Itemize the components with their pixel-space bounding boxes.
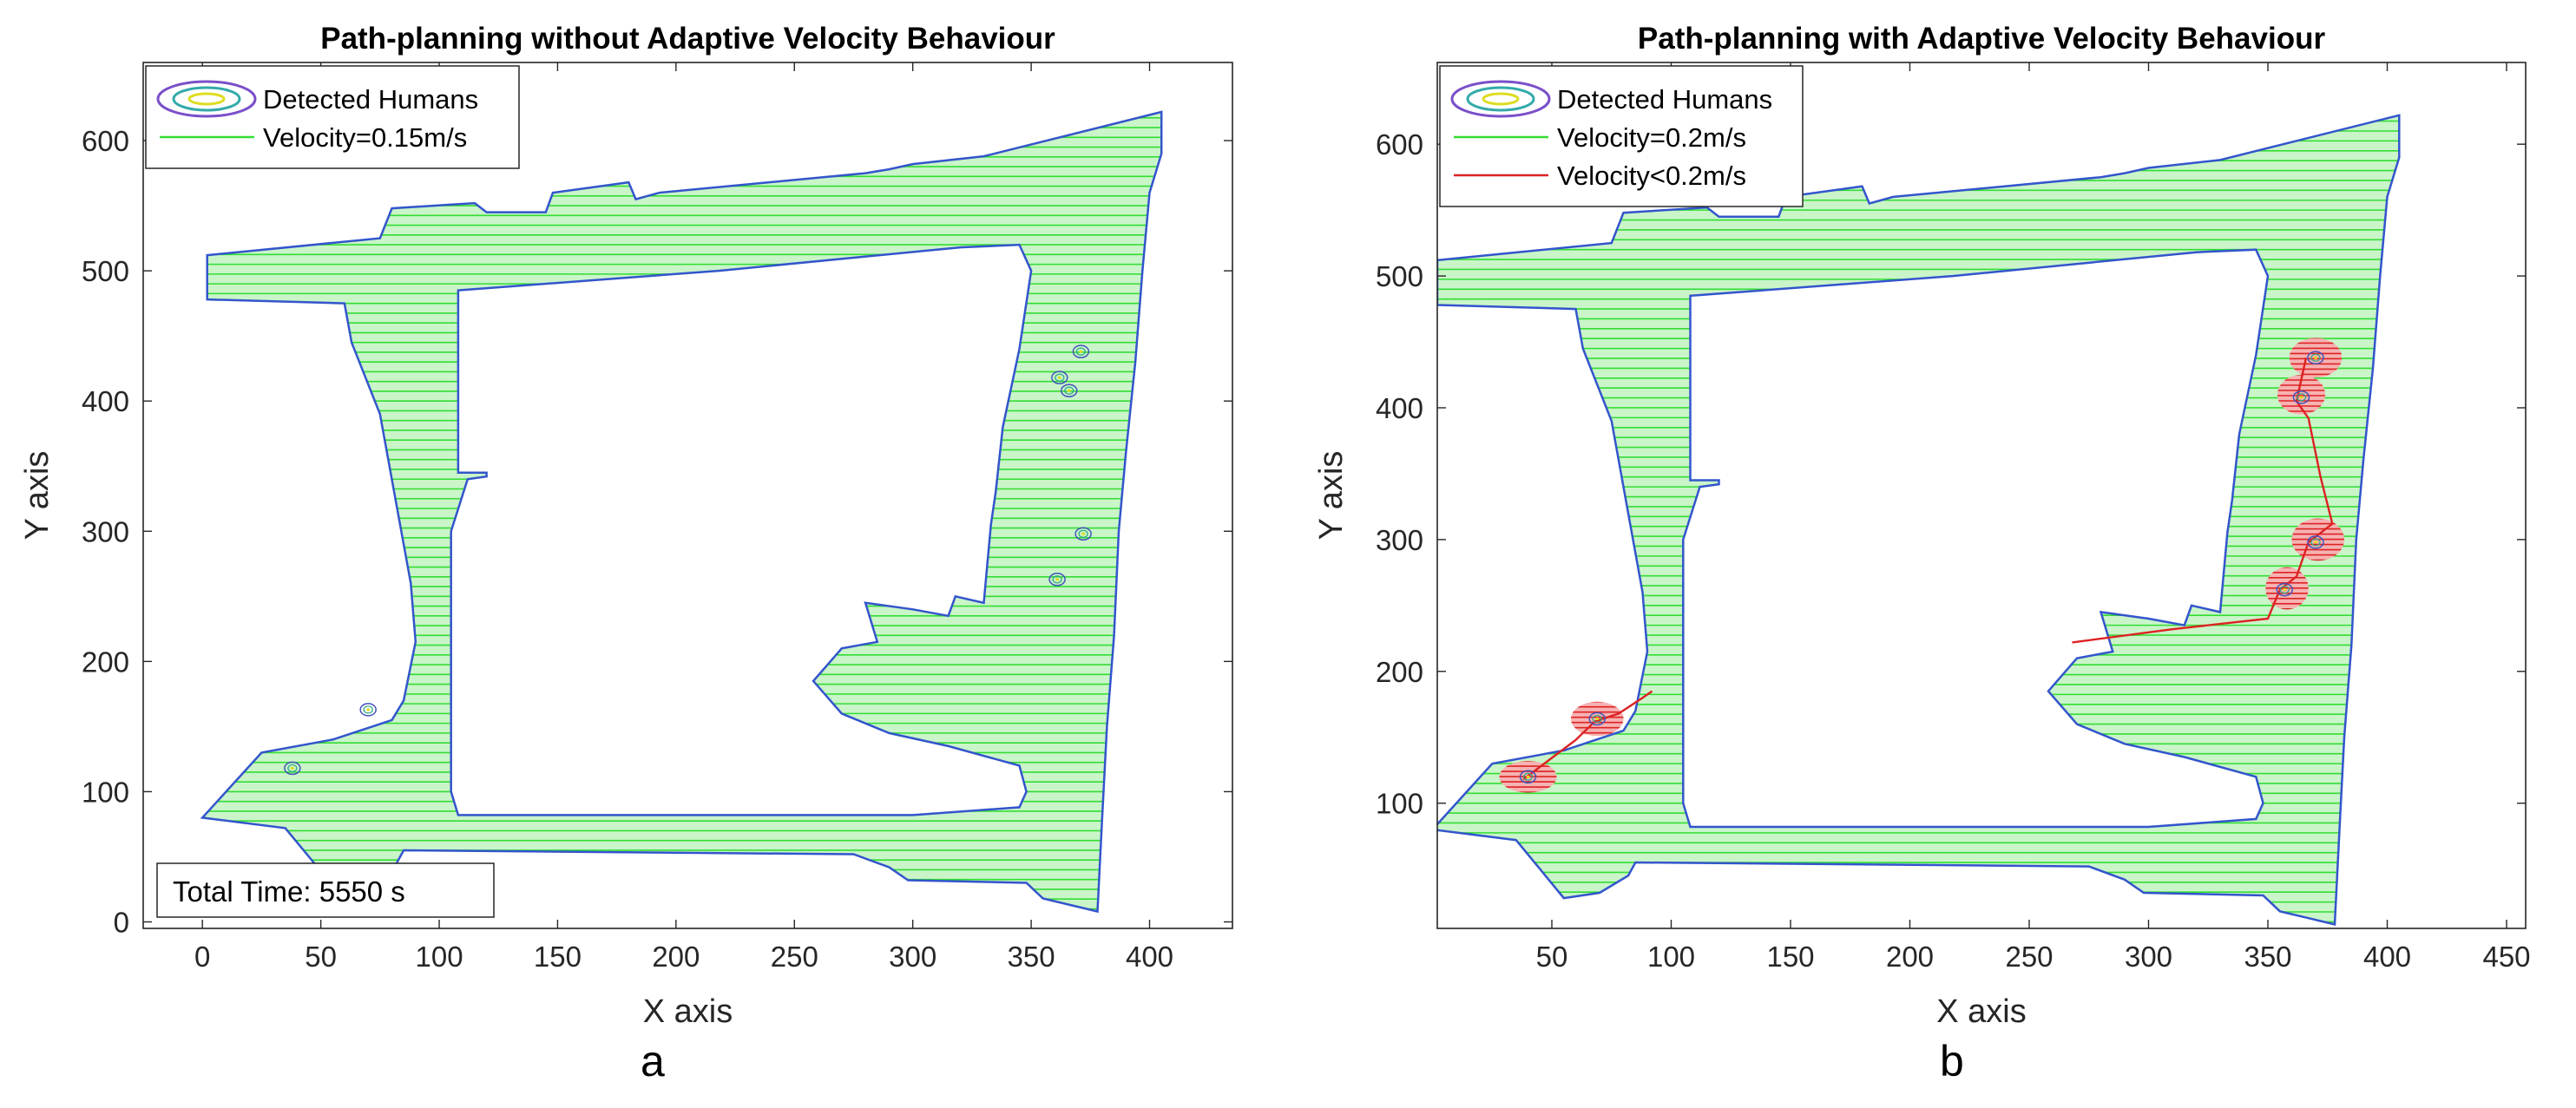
- x-tick-label: 400: [1126, 941, 1173, 973]
- human-marker: [284, 761, 301, 776]
- y-tick-label: 400: [82, 385, 129, 417]
- y-tick-label: 600: [1376, 128, 1423, 161]
- x-tick-label: 400: [2363, 941, 2411, 973]
- human-marker: [2307, 535, 2324, 549]
- x-tick-label: 150: [534, 941, 582, 973]
- legend-label: Velocity<0.2m/s: [1557, 161, 1746, 191]
- x-axis-label: X axis: [1936, 993, 2026, 1030]
- legend-label: Velocity=0.15m/s: [263, 122, 467, 153]
- human-marker: [2307, 351, 2324, 365]
- y-axis-label: Y axis: [1313, 451, 1350, 541]
- y-tick-label: 300: [82, 515, 129, 547]
- legend-label: Detected Humans: [1557, 84, 1772, 115]
- human-marker: [1519, 770, 1537, 784]
- y-tick-label: 100: [1376, 788, 1423, 820]
- x-tick-label: 250: [771, 941, 818, 973]
- plot-area: [1437, 114, 2401, 926]
- human-marker: [1061, 384, 1078, 397]
- total-time-box: Total Time: 5550 s: [156, 862, 495, 918]
- series-line-slow: [1522, 690, 1653, 781]
- map-boundary: [200, 110, 1163, 914]
- human-marker: [1074, 527, 1092, 541]
- human-marker: [1072, 344, 1090, 358]
- y-tick-label: 400: [1376, 392, 1423, 424]
- axes-box: [1436, 62, 2527, 929]
- x-axis-label: X axis: [643, 993, 733, 1030]
- plot-area: [200, 110, 1163, 914]
- x-tick-label: 50: [305, 941, 337, 973]
- human-marker: [1048, 573, 1066, 587]
- y-tick-label: 200: [1376, 656, 1423, 688]
- x-tick-label: 150: [1766, 941, 1814, 973]
- panel-label-a: a: [641, 1037, 665, 1085]
- x-tick-label: 0: [194, 941, 210, 973]
- x-tick-label: 300: [2125, 941, 2172, 973]
- legend-human-icon: [156, 80, 257, 118]
- legend-entry: Velocity=0.2m/s: [1454, 122, 1746, 153]
- legend-entry: Detected Humans: [1450, 80, 1772, 118]
- series-line-slow: [2072, 357, 2334, 644]
- y-tick-label: 0: [114, 906, 129, 938]
- x-tick-label: 300: [889, 941, 936, 973]
- legend-label: Velocity=0.2m/s: [1557, 122, 1746, 153]
- human-marker: [2276, 582, 2293, 597]
- y-tick-label: 500: [1376, 260, 1423, 292]
- y-tick-label: 100: [82, 776, 129, 808]
- legend-human-icon: [1450, 80, 1551, 118]
- x-tick-label: 450: [2482, 941, 2530, 973]
- chart-title: Path-planning with Adaptive Velocity Beh…: [1638, 22, 2326, 56]
- human-marker: [2292, 390, 2310, 404]
- human-marker: [1051, 370, 1068, 384]
- legend-entry: Detected Humans: [156, 80, 478, 118]
- y-tick-label: 500: [82, 255, 129, 287]
- map-boundary: [1437, 114, 2401, 926]
- x-tick-label: 200: [652, 941, 700, 973]
- total-time-label: Total Time: 5550 s: [173, 875, 405, 908]
- legend-label: Detected Humans: [263, 84, 478, 115]
- panel-label-b: b: [1940, 1037, 1964, 1085]
- y-tick-label: 300: [1376, 524, 1423, 556]
- x-tick-label: 100: [416, 941, 463, 973]
- map-region: [202, 112, 1162, 912]
- chart-panel-b: 50 100 150 200 250 300 350 400 450 100 200 300 400 50…: [1313, 22, 2531, 1030]
- slow-zone: [2265, 567, 2309, 610]
- legend-entry: Velocity=0.15m/s: [160, 122, 467, 153]
- legend-entry: Velocity<0.2m/s: [1454, 161, 1746, 191]
- x-tick-label: 200: [1886, 941, 1934, 973]
- x-tick-label: 100: [1647, 941, 1695, 973]
- axes-box: [142, 62, 1233, 929]
- human-marker: [359, 703, 377, 717]
- map-region: [1437, 115, 2400, 925]
- y-axis-label: Y axis: [19, 451, 56, 541]
- x-tick-label: 250: [2005, 941, 2053, 973]
- human-marker: [1588, 711, 1606, 726]
- legend: Detected Humans Velocity=0.2m/s Velocity<0…: [1439, 65, 1804, 207]
- y-tick-label: 200: [82, 646, 129, 678]
- y-tick-label: 600: [82, 125, 129, 157]
- legend: Detected Humans Velocity=0.15m/s: [145, 65, 520, 169]
- x-tick-label: 50: [1536, 941, 1568, 973]
- chart-title: Path-planning without Adaptive Velocity …: [320, 22, 1055, 56]
- x-tick-label: 350: [2244, 941, 2291, 973]
- chart-panel-a: 0 50 100 150 200 250 300 350 400 0 100 200 300 400 500…: [19, 22, 1233, 1030]
- x-tick-label: 350: [1008, 941, 1055, 973]
